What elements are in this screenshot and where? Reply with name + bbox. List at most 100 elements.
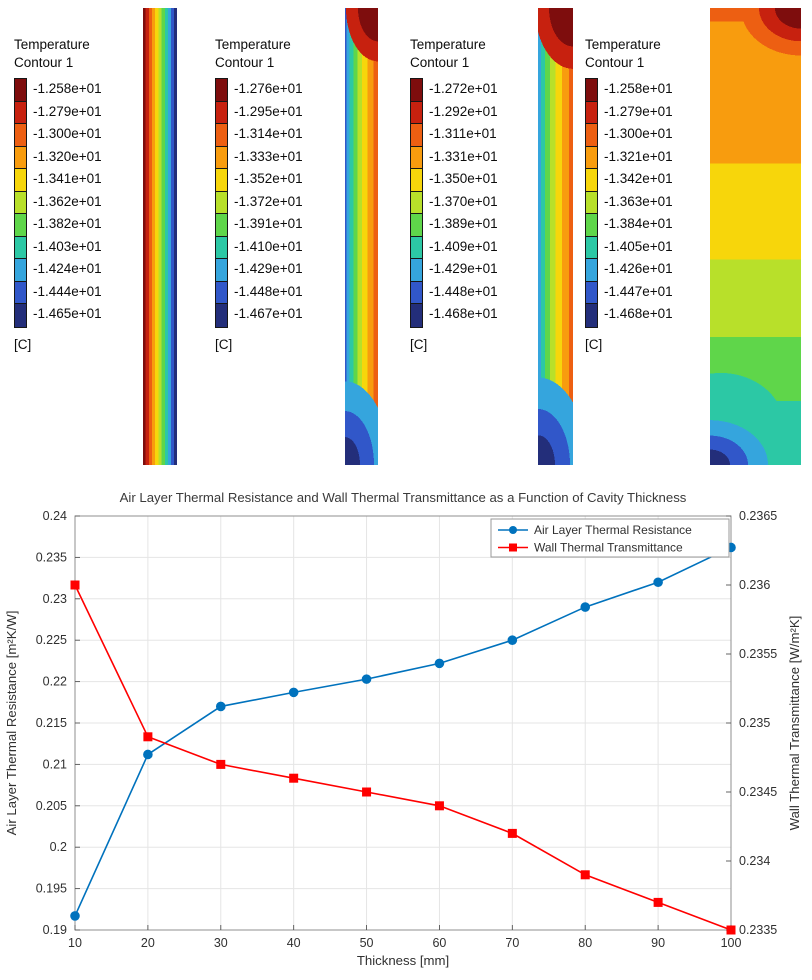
legend-color-swatch [216, 304, 227, 327]
legend-color-swatch [216, 146, 227, 170]
y-left-tick-label: 0.21 [43, 757, 67, 771]
legend-sample-marker [509, 526, 517, 534]
x-axis-label: Thickness [mm] [357, 953, 449, 968]
legend-subtitle: Contour 1 [410, 54, 470, 70]
legend-color-swatch [216, 236, 227, 260]
contour-legend-1: Temperature Contour 1 -1.258e+01 -1.279e+… [14, 36, 134, 352]
legend-value: -1.444e+01 [33, 283, 102, 299]
legend-value: -1.295e+01 [234, 103, 303, 119]
y-left-tick-label: 0.23 [43, 592, 67, 606]
x-tick-label: 40 [287, 936, 301, 950]
legend-title: Temperature [585, 37, 661, 52]
legend-value: -1.410e+01 [234, 238, 303, 254]
legend-value: -1.279e+01 [604, 103, 673, 119]
legend-title: Temperature [14, 37, 90, 52]
x-tick-label: 90 [651, 936, 665, 950]
legend-color-swatch [411, 101, 422, 125]
legend-value: -1.300e+01 [604, 126, 673, 142]
legend-colorbar: -1.258e+01 -1.279e+01 -1.300e+01 -1.321e+01… [585, 78, 705, 328]
legend-value-list: -1.276e+01 -1.295e+01 -1.314e+01 -1.333e+01… [234, 78, 303, 328]
data-marker-circle [361, 674, 372, 684]
legend-value: -1.429e+01 [429, 261, 498, 277]
legend-value: -1.342e+01 [604, 171, 673, 187]
series-line-resistance [74, 546, 732, 917]
data-marker-square [507, 828, 517, 838]
chart-legend-box [490, 518, 730, 558]
y-right-tick-label: 0.2345 [739, 785, 777, 799]
data-marker-circle [507, 635, 518, 645]
legend-color-swatch [216, 281, 227, 305]
y-left-tick-label: 0.235 [36, 550, 67, 564]
y-right-tick-label: 0.234 [739, 854, 770, 868]
legend-value: -1.448e+01 [234, 283, 303, 299]
y-axis-label-right: Wall Thermal Transmittance [W/m²K] [787, 616, 802, 831]
y-right-tick-label: 0.235 [739, 716, 770, 730]
y-right-tick-label: 0.2335 [739, 923, 777, 937]
legend-value-list: -1.272e+01 -1.292e+01 -1.311e+01 -1.331e+01… [429, 78, 498, 328]
data-marker-circle [653, 577, 663, 588]
y-left-tick-label: 0.215 [36, 716, 67, 730]
legend-value: -1.314e+01 [234, 126, 303, 142]
legend-color-swatch [586, 304, 597, 327]
y-left-tick-label: 0.22 [43, 675, 67, 689]
x-tick-label: 30 [214, 936, 228, 950]
legend-color-swatch [15, 214, 26, 237]
legend-color-swatch [586, 101, 597, 125]
legend-color-swatch [15, 304, 26, 327]
y-left-tick-label: 0.205 [36, 799, 67, 813]
y-left-tick-label: 0.2 [50, 840, 67, 854]
x-tick-label: 80 [578, 936, 592, 950]
contour-plot-4 [710, 8, 801, 465]
contour-plot-3 [538, 8, 573, 465]
legend-color-swatch [411, 169, 422, 192]
x-tick-label: 60 [432, 936, 446, 950]
legend-color-swatch [586, 191, 597, 215]
x-tick-label: 20 [141, 936, 155, 950]
legend-color-swatch [411, 236, 422, 260]
legend-value: -1.468e+01 [429, 306, 498, 322]
legend-value: -1.468e+01 [604, 306, 673, 322]
legend-colorbar: -1.258e+01 -1.279e+01 -1.300e+01 -1.320e+01… [14, 78, 134, 328]
legend-color-swatch [586, 281, 597, 305]
legend-value: -1.372e+01 [234, 193, 303, 209]
data-marker-circle [143, 749, 153, 760]
legend-color-swatch [15, 146, 26, 170]
y-axis-label-left: Air Layer Thermal Resistance [m²K/W] [4, 611, 19, 836]
legend-color-swatch [586, 146, 597, 170]
data-marker-square [653, 897, 663, 907]
legend-sample-marker [509, 543, 517, 552]
legend-color-bar [215, 78, 228, 328]
legend-color-swatch [15, 259, 26, 282]
x-tick-label: 100 [721, 936, 742, 950]
legend-value: -1.391e+01 [234, 216, 303, 232]
legend-color-swatch [586, 214, 597, 237]
legend-value: -1.300e+01 [33, 126, 102, 142]
legend-value: -1.333e+01 [234, 148, 303, 164]
y-right-tick-label: 0.2355 [739, 647, 777, 661]
legend-color-swatch [15, 79, 26, 102]
legend-value: -1.258e+01 [33, 81, 102, 97]
legend-color-swatch [411, 79, 422, 102]
legend-color-swatch [586, 79, 597, 102]
legend-subtitle: Contour 1 [585, 54, 645, 70]
legend-color-bar [14, 78, 27, 328]
legend-color-swatch [586, 124, 597, 147]
legend-value: -1.320e+01 [33, 148, 102, 164]
y-left-tick-label: 0.19 [43, 923, 67, 937]
series-line-transmittance [74, 584, 732, 931]
y-right-tick-label: 0.236 [739, 578, 770, 592]
y-left-tick-label: 0.195 [36, 882, 67, 896]
legend-color-swatch [216, 259, 227, 282]
legend-color-swatch [411, 146, 422, 170]
legend-color-swatch [216, 101, 227, 125]
legend-value: -1.447e+01 [604, 283, 673, 299]
legend-value: -1.429e+01 [234, 261, 303, 277]
legend-color-swatch [216, 214, 227, 237]
legend-value: -1.311e+01 [429, 126, 497, 142]
legend-color-swatch [15, 124, 26, 147]
legend-colorbar: -1.272e+01 -1.292e+01 -1.311e+01 -1.331e+01… [410, 78, 530, 328]
legend-value: -1.321e+01 [604, 148, 673, 164]
legend-value: -1.276e+01 [234, 81, 303, 97]
y-left-tick-label: 0.24 [43, 509, 67, 523]
